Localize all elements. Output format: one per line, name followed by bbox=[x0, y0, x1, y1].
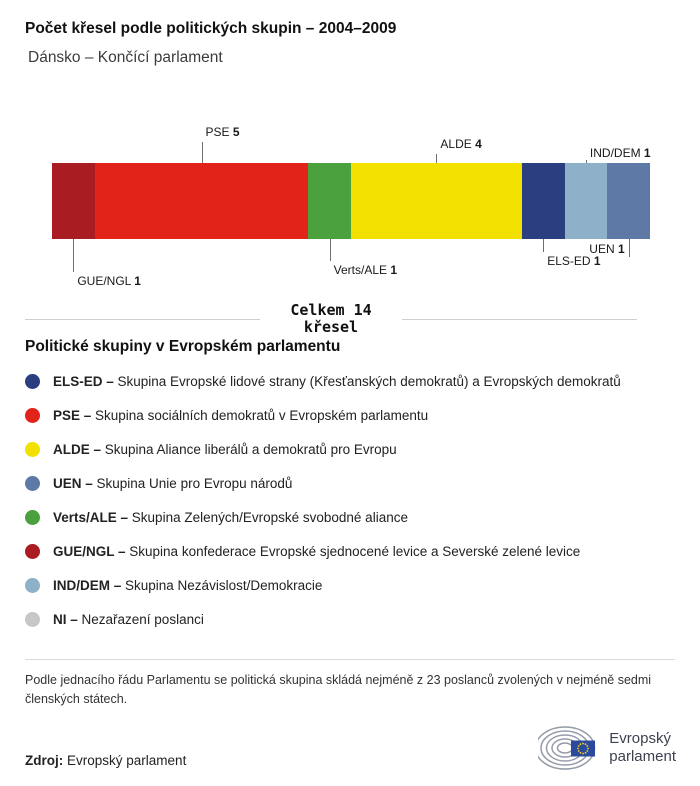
eu-flag-icon bbox=[571, 740, 596, 757]
bar-label-els-ed: ELS-ED 1 bbox=[547, 254, 601, 268]
legend-dot-ni bbox=[25, 611, 40, 627]
stacked-bar bbox=[52, 163, 650, 239]
logo-text: Evropský parlament bbox=[609, 730, 676, 767]
legend-item-pse: PSE – Skupina sociálních demokratů v Evr… bbox=[25, 398, 680, 432]
legend-label-uen: UEN – Skupina Unie pro Evropu národů bbox=[53, 475, 293, 491]
bar-segment-gue-ngl bbox=[52, 163, 95, 239]
source-label: Zdroj: bbox=[25, 753, 64, 768]
seats-bar-chart: GUE/NGL 1 PSE 5 Verts/ALE 1 ALDE 4 ELS-ED 1 I… bbox=[52, 121, 651, 291]
bar-label-uen: UEN 1 bbox=[589, 242, 625, 256]
bar-label-pse: PSE 5 bbox=[205, 125, 240, 139]
leader-line-pse bbox=[201, 142, 203, 163]
footer-divider bbox=[25, 659, 675, 660]
logo-text-line1: Evropský bbox=[609, 729, 671, 747]
legend-item-els-ed: ELS-ED – Skupina Evropské lidové strany … bbox=[25, 364, 680, 398]
bar-label-verts-ale: Verts/ALE 1 bbox=[333, 263, 398, 277]
ep-hemicycle-icon bbox=[538, 726, 596, 770]
bar-segment-uen bbox=[607, 163, 650, 239]
legend-dot-gue-ngl bbox=[25, 543, 40, 559]
page-title: Počet křesel podle politických skupin – … bbox=[25, 20, 397, 37]
divider-line-left bbox=[25, 318, 261, 320]
leader-line-ind-dem bbox=[585, 160, 587, 163]
bar-label-alde: ALDE 4 bbox=[440, 137, 482, 151]
bar-segment-ind-dem bbox=[564, 163, 608, 239]
footnote: Podle jednacího řádu Parlamentu se polit… bbox=[25, 673, 652, 706]
legend-item-alde: ALDE – Skupina Aliance liberálů a demokr… bbox=[25, 432, 680, 466]
legend-label-pse: PSE – Skupina sociálních demokratů v Evr… bbox=[53, 407, 429, 423]
legend-label-gue-ngl: GUE/NGL – Skupina konfederace Evropské s… bbox=[53, 543, 581, 559]
leader-line-verts-ale bbox=[329, 239, 331, 261]
legend-item-ni: NI – Nezařazení poslanci bbox=[25, 602, 680, 636]
leader-line-alde bbox=[436, 154, 438, 163]
legend-label-ind-dem: IND/DEM – Skupina Nezávislost/Demokracie bbox=[53, 577, 323, 593]
legend-item-verts-ale: Verts/ALE – Skupina Zelených/Evropské sv… bbox=[25, 500, 680, 534]
legend-heading: Politické skupiny v Evropském parlamentu bbox=[25, 338, 341, 355]
bar-segment-verts-ale bbox=[308, 163, 351, 239]
european-parliament-logo: Evropský parlament bbox=[538, 726, 676, 770]
source-value: Evropský parlament bbox=[67, 753, 187, 768]
legend-item-gue-ngl: GUE/NGL – Skupina konfederace Evropské s… bbox=[25, 534, 680, 568]
legend-dot-alde bbox=[25, 441, 40, 457]
bar-segment-els-ed bbox=[521, 163, 565, 239]
legend-dot-els-ed bbox=[25, 373, 40, 389]
legend-dot-pse bbox=[25, 407, 40, 423]
leader-line-uen bbox=[628, 239, 630, 257]
leader-line-gue-ngl bbox=[73, 239, 75, 272]
divider-line-right bbox=[401, 318, 637, 320]
legend-list: ELS-ED – Skupina Evropské lidové strany … bbox=[25, 364, 680, 636]
logo-text-line2: parlament bbox=[609, 748, 676, 765]
legend-dot-uen bbox=[25, 475, 40, 491]
legend-label-verts-ale: Verts/ALE – Skupina Zelených/Evropské sv… bbox=[53, 509, 408, 525]
bar-segment-alde bbox=[351, 163, 522, 239]
total-seats-label: Celkem 14 křesel bbox=[260, 302, 401, 336]
total-seats-line2: křesel bbox=[303, 318, 359, 336]
legend-label-ni: NI – Nezařazení poslanci bbox=[53, 611, 204, 627]
bar-label-ind-dem: IND/DEM 1 bbox=[589, 146, 651, 160]
legend-dot-verts-ale bbox=[25, 509, 40, 525]
legend-item-uen: UEN – Skupina Unie pro Evropu národů bbox=[25, 466, 680, 500]
source: Zdroj: Evropský parlament bbox=[25, 753, 186, 768]
legend-label-els-ed: ELS-ED – Skupina Evropské lidové strany … bbox=[53, 373, 621, 389]
total-seats-divider: Celkem 14 křesel bbox=[25, 302, 637, 336]
leader-line-els-ed bbox=[543, 239, 545, 252]
legend-item-ind-dem: IND/DEM – Skupina Nezávislost/Demokracie bbox=[25, 568, 680, 602]
bar-segment-pse bbox=[94, 163, 309, 239]
total-seats-line1: Celkem 14 bbox=[290, 301, 372, 319]
page-subtitle: Dánsko – Končící parlament bbox=[28, 49, 223, 66]
legend-dot-ind-dem bbox=[25, 577, 40, 593]
bar-label-gue-ngl: GUE/NGL 1 bbox=[77, 274, 141, 288]
legend-label-alde: ALDE – Skupina Aliance liberálů a demokr… bbox=[53, 441, 397, 457]
